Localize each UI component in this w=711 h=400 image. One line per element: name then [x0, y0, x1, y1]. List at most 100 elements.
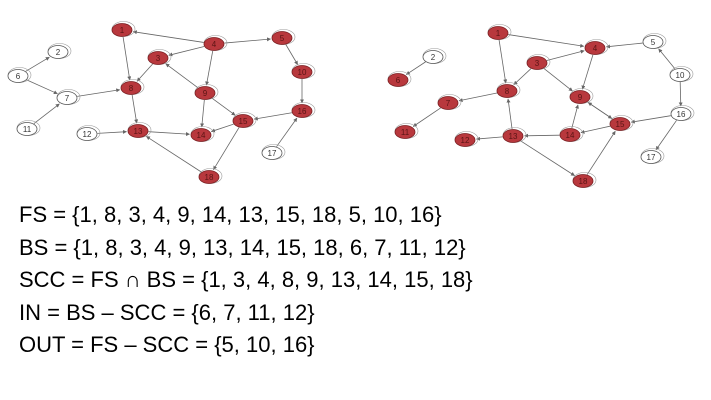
left-edge-4-1 — [132, 30, 204, 43]
left-edge-7-8 — [77, 88, 121, 97]
right-edge-13-8 — [506, 98, 513, 130]
node-shape — [642, 35, 664, 49]
node-shape — [190, 128, 212, 142]
node-label: 17 — [268, 149, 277, 158]
right-node-6: 6 — [387, 71, 412, 87]
left-node-3: 3 — [147, 49, 172, 65]
node-shape — [502, 129, 524, 143]
right-edge-5-4 — [605, 42, 643, 49]
right-edge-4-9 — [581, 54, 594, 90]
fs-equation: FS = {1, 8, 3, 4, 9, 14, 13, 15, 18, 5, … — [19, 202, 442, 227]
left-edge-11-7 — [33, 103, 60, 125]
node-shape — [203, 37, 225, 51]
node-shape — [640, 150, 662, 164]
right-edge-15-9 — [587, 102, 613, 120]
right-edge-18-15 — [586, 130, 616, 175]
node-shape — [609, 117, 631, 131]
node-shape — [437, 96, 459, 110]
left-node-2: 2 — [47, 43, 72, 59]
right-edge-14-9 — [571, 104, 579, 129]
node-shape — [559, 128, 581, 142]
node-label: 11 — [401, 128, 410, 137]
right-node-16: 16 — [670, 105, 695, 121]
right-edge-3-8 — [513, 68, 532, 85]
left-edge-8-13 — [131, 94, 139, 124]
left-node-16: 16 — [291, 102, 316, 118]
node-shape — [669, 68, 691, 82]
right-edge-16-15 — [630, 115, 671, 124]
right-edge-1-8 — [498, 39, 508, 84]
node-shape — [127, 124, 149, 138]
right-node-8: 8 — [496, 82, 521, 98]
node-label: 13 — [509, 132, 518, 141]
node-shape — [56, 91, 78, 105]
node-shape — [147, 51, 169, 65]
left-edge-9-3 — [165, 63, 199, 89]
node-label: 12 — [83, 130, 92, 139]
left-node-14: 14 — [190, 126, 215, 142]
node-shape — [120, 81, 142, 95]
node-shape — [387, 73, 409, 87]
right-node-17: 17 — [640, 148, 665, 164]
left-node-5: 5 — [271, 29, 296, 45]
right-edge-2-6 — [405, 61, 426, 75]
node-label: 10 — [298, 68, 307, 77]
node-shape — [76, 127, 98, 141]
left-node-7: 7 — [56, 89, 81, 105]
left-edge-16-15 — [253, 112, 292, 121]
right-edge-7-11 — [412, 107, 441, 127]
node-label: 7 — [446, 99, 451, 108]
right-edge-10-16 — [678, 81, 683, 107]
left-node-4: 4 — [203, 35, 228, 51]
node-label: 2 — [56, 48, 61, 57]
node-shape — [569, 90, 591, 104]
left-node-13: 13 — [127, 122, 152, 138]
right-node-3: 3 — [526, 54, 551, 70]
node-label: 13 — [134, 127, 143, 136]
node-label: 5 — [651, 38, 656, 47]
node-shape — [291, 104, 313, 118]
right-node-1: 1 — [487, 24, 512, 40]
left-edge-4-9 — [205, 50, 214, 86]
node-label: 4 — [593, 44, 598, 53]
left-edge-3-8 — [136, 63, 153, 82]
node-shape — [198, 170, 220, 184]
right-edge-1-4 — [508, 34, 585, 48]
left-edge-6-2 — [25, 56, 50, 72]
node-label: 16 — [677, 110, 686, 119]
left-edge-13-14 — [148, 131, 190, 137]
node-label: 9 — [578, 93, 583, 102]
right-edge-3-9 — [543, 68, 573, 92]
node-shape — [111, 23, 133, 37]
right-edge-3-4 — [546, 49, 585, 61]
right-node-11: 11 — [394, 123, 419, 139]
left-edge-17-16 — [276, 117, 298, 147]
node-shape — [454, 133, 476, 147]
node-label: 9 — [203, 89, 208, 98]
right-edge-16-17 — [655, 120, 677, 151]
node-label: 14 — [566, 131, 575, 140]
right-node-18: 18 — [572, 172, 597, 188]
left-edge-1-8 — [122, 36, 132, 81]
node-label: 10 — [676, 71, 685, 80]
node-label: 17 — [647, 153, 656, 162]
node-label: 6 — [16, 72, 21, 81]
right-edge-15-14 — [580, 125, 611, 134]
left-edge-15-14 — [210, 123, 234, 133]
left-node-15: 15 — [232, 112, 257, 128]
node-shape — [271, 31, 293, 45]
bs-equation: BS = {1, 8, 3, 4, 9, 13, 14, 15, 18, 6, … — [19, 234, 466, 260]
right-node-9: 9 — [569, 88, 594, 104]
left-node-10: 10 — [291, 63, 316, 79]
node-label: 3 — [535, 59, 540, 68]
left-node-6: 6 — [7, 67, 32, 83]
node-label: 8 — [505, 87, 510, 96]
right-node-14: 14 — [559, 126, 584, 142]
right-node-4: 4 — [584, 39, 609, 55]
node-label: 4 — [212, 40, 217, 49]
left-edge-18-13 — [146, 136, 202, 173]
node-label: 15 — [616, 120, 625, 129]
left-edge-4-3 — [168, 46, 205, 57]
left-edge-9-15 — [211, 97, 236, 116]
